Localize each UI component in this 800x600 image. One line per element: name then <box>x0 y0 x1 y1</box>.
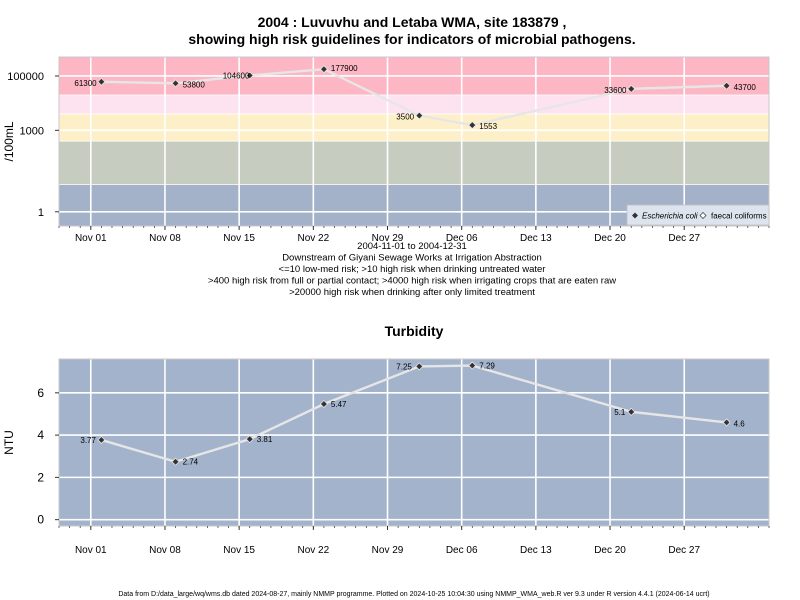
turbidity-value-label: 5.1 <box>614 408 626 417</box>
turbidity-value-label: 5.47 <box>331 400 347 409</box>
y-tick-label-top-0: 1 <box>38 207 44 219</box>
turbidity-value-label: 7.25 <box>396 362 412 371</box>
turbidity-data-point <box>627 407 636 416</box>
plot-frame-bottom <box>58 358 770 527</box>
y-axis-label-bottom: NTU <box>2 430 16 455</box>
x-tick-label-top-3: Nov 22 <box>297 233 329 244</box>
turbidity-value-label: 2.74 <box>183 458 199 467</box>
turbidity-data-point <box>245 435 254 444</box>
x-tick-label-top-8: Dec 27 <box>668 233 700 244</box>
turbidity-series-line <box>101 364 727 463</box>
x-tick-label-bottom-5: Dec 06 <box>446 545 478 556</box>
legend-faecal-label: faecal coliforms <box>711 212 767 221</box>
ecoli-data-point <box>319 65 328 74</box>
ecoli-value-label: 3500 <box>396 113 414 122</box>
turbidity-title: Turbidity <box>385 323 444 339</box>
risk-band-3 <box>59 94 769 114</box>
annotation-line-1: 2004-11-01 to 2004-12-31 <box>357 241 467 252</box>
ecoli-value-label: 33600 <box>604 86 627 95</box>
turbidity-data-point <box>722 418 731 427</box>
ecoli-value-label: 177900 <box>331 64 358 73</box>
ecoli-value-label: 61300 <box>74 79 97 88</box>
x-tick-label-bottom-3: Nov 22 <box>297 545 329 556</box>
x-tick-label-bottom-4: Nov 29 <box>372 545 404 556</box>
turbidity-plot-background <box>59 359 769 526</box>
turbidity-data-point <box>319 399 328 409</box>
y-tick-label-bottom-1: 2 <box>37 470 44 484</box>
x-tick-label-top-4: Nov 29 <box>372 233 404 244</box>
plot-frame-top <box>58 56 770 227</box>
x-tick-label-bottom-2: Nov 15 <box>223 545 255 556</box>
x-tick-label-bottom-8: Dec 27 <box>668 545 700 556</box>
ecoli-data-point <box>171 79 180 88</box>
x-tick-label-bottom-1: Nov 08 <box>149 545 181 556</box>
x-tick-label-top-7: Dec 20 <box>594 233 626 244</box>
ecoli-series-line <box>101 67 727 127</box>
y-tick-label-bottom-2: 4 <box>37 428 44 442</box>
ecoli-data-point <box>97 77 106 86</box>
x-tick-label-top-6: Dec 13 <box>520 233 552 244</box>
y-tick-label-bottom-3: 6 <box>37 386 44 400</box>
turbidity-value-label: 3.81 <box>257 435 273 444</box>
turbidity-data-point <box>415 362 424 371</box>
ecoli-value-label: 53800 <box>183 80 206 89</box>
annotation-line-5: >20000 high risk when drinking after onl… <box>289 287 535 298</box>
ecoli-data-point <box>468 121 477 130</box>
y-tick-label-top-1: 1000 <box>20 125 44 137</box>
y-tick-label-bottom-0: 0 <box>37 513 44 527</box>
legend-ecoli-label: Escherichia coli <box>642 212 698 221</box>
x-tick-label-bottom-6: Dec 13 <box>520 545 552 556</box>
risk-band-2 <box>59 113 769 142</box>
chart-title-line2: showing high risk guidelines for indicat… <box>188 31 635 47</box>
legend-box <box>626 204 770 226</box>
x-tick-label-top-1: Nov 08 <box>149 233 181 244</box>
x-tick-label-top-2: Nov 15 <box>223 233 255 244</box>
ecoli-data-point <box>415 111 424 120</box>
ecoli-value-label: 43700 <box>734 83 757 92</box>
turbidity-data-point <box>97 435 106 445</box>
ecoli-value-label: 1553 <box>479 122 497 131</box>
x-tick-label-bottom-7: Dec 20 <box>594 545 626 556</box>
turbidity-data-point <box>171 457 180 466</box>
risk-band-1 <box>59 141 769 185</box>
chart-title-line1: 2004 : Luvuvhu and Letaba WMA, site 1838… <box>258 14 567 30</box>
footer-note: Data from D:/data_large/wq/wms.db dated … <box>118 591 709 598</box>
turbidity-value-label: 3.77 <box>80 436 96 445</box>
annotation-line-4: >400 high risk from full or partial cont… <box>208 276 616 287</box>
annotation-line-3: <=10 low-med risk; >10 high risk when dr… <box>279 264 546 275</box>
annotation-line-2: Downstream of Giyani Sewage Works at Irr… <box>282 253 542 264</box>
ecoli-value-label: 104600 <box>223 71 250 80</box>
y-tick-label-top-2: 100000 <box>7 71 44 83</box>
turbidity-data-point <box>468 361 477 370</box>
legend-ecoli-marker <box>632 212 638 219</box>
legend-faecal-marker <box>699 212 707 219</box>
turbidity-value-label: 4.6 <box>734 419 746 428</box>
x-tick-label-bottom-0: Nov 01 <box>75 545 107 556</box>
ecoli-data-point <box>722 81 731 90</box>
x-tick-label-top-0: Nov 01 <box>75 233 107 244</box>
turbidity-value-label: 7.29 <box>479 362 495 371</box>
x-tick-label-top-5: Dec 06 <box>446 233 478 244</box>
ecoli-data-point <box>245 71 254 80</box>
ecoli-data-point <box>627 84 636 93</box>
y-axis-label-top: /100mL <box>2 121 16 161</box>
